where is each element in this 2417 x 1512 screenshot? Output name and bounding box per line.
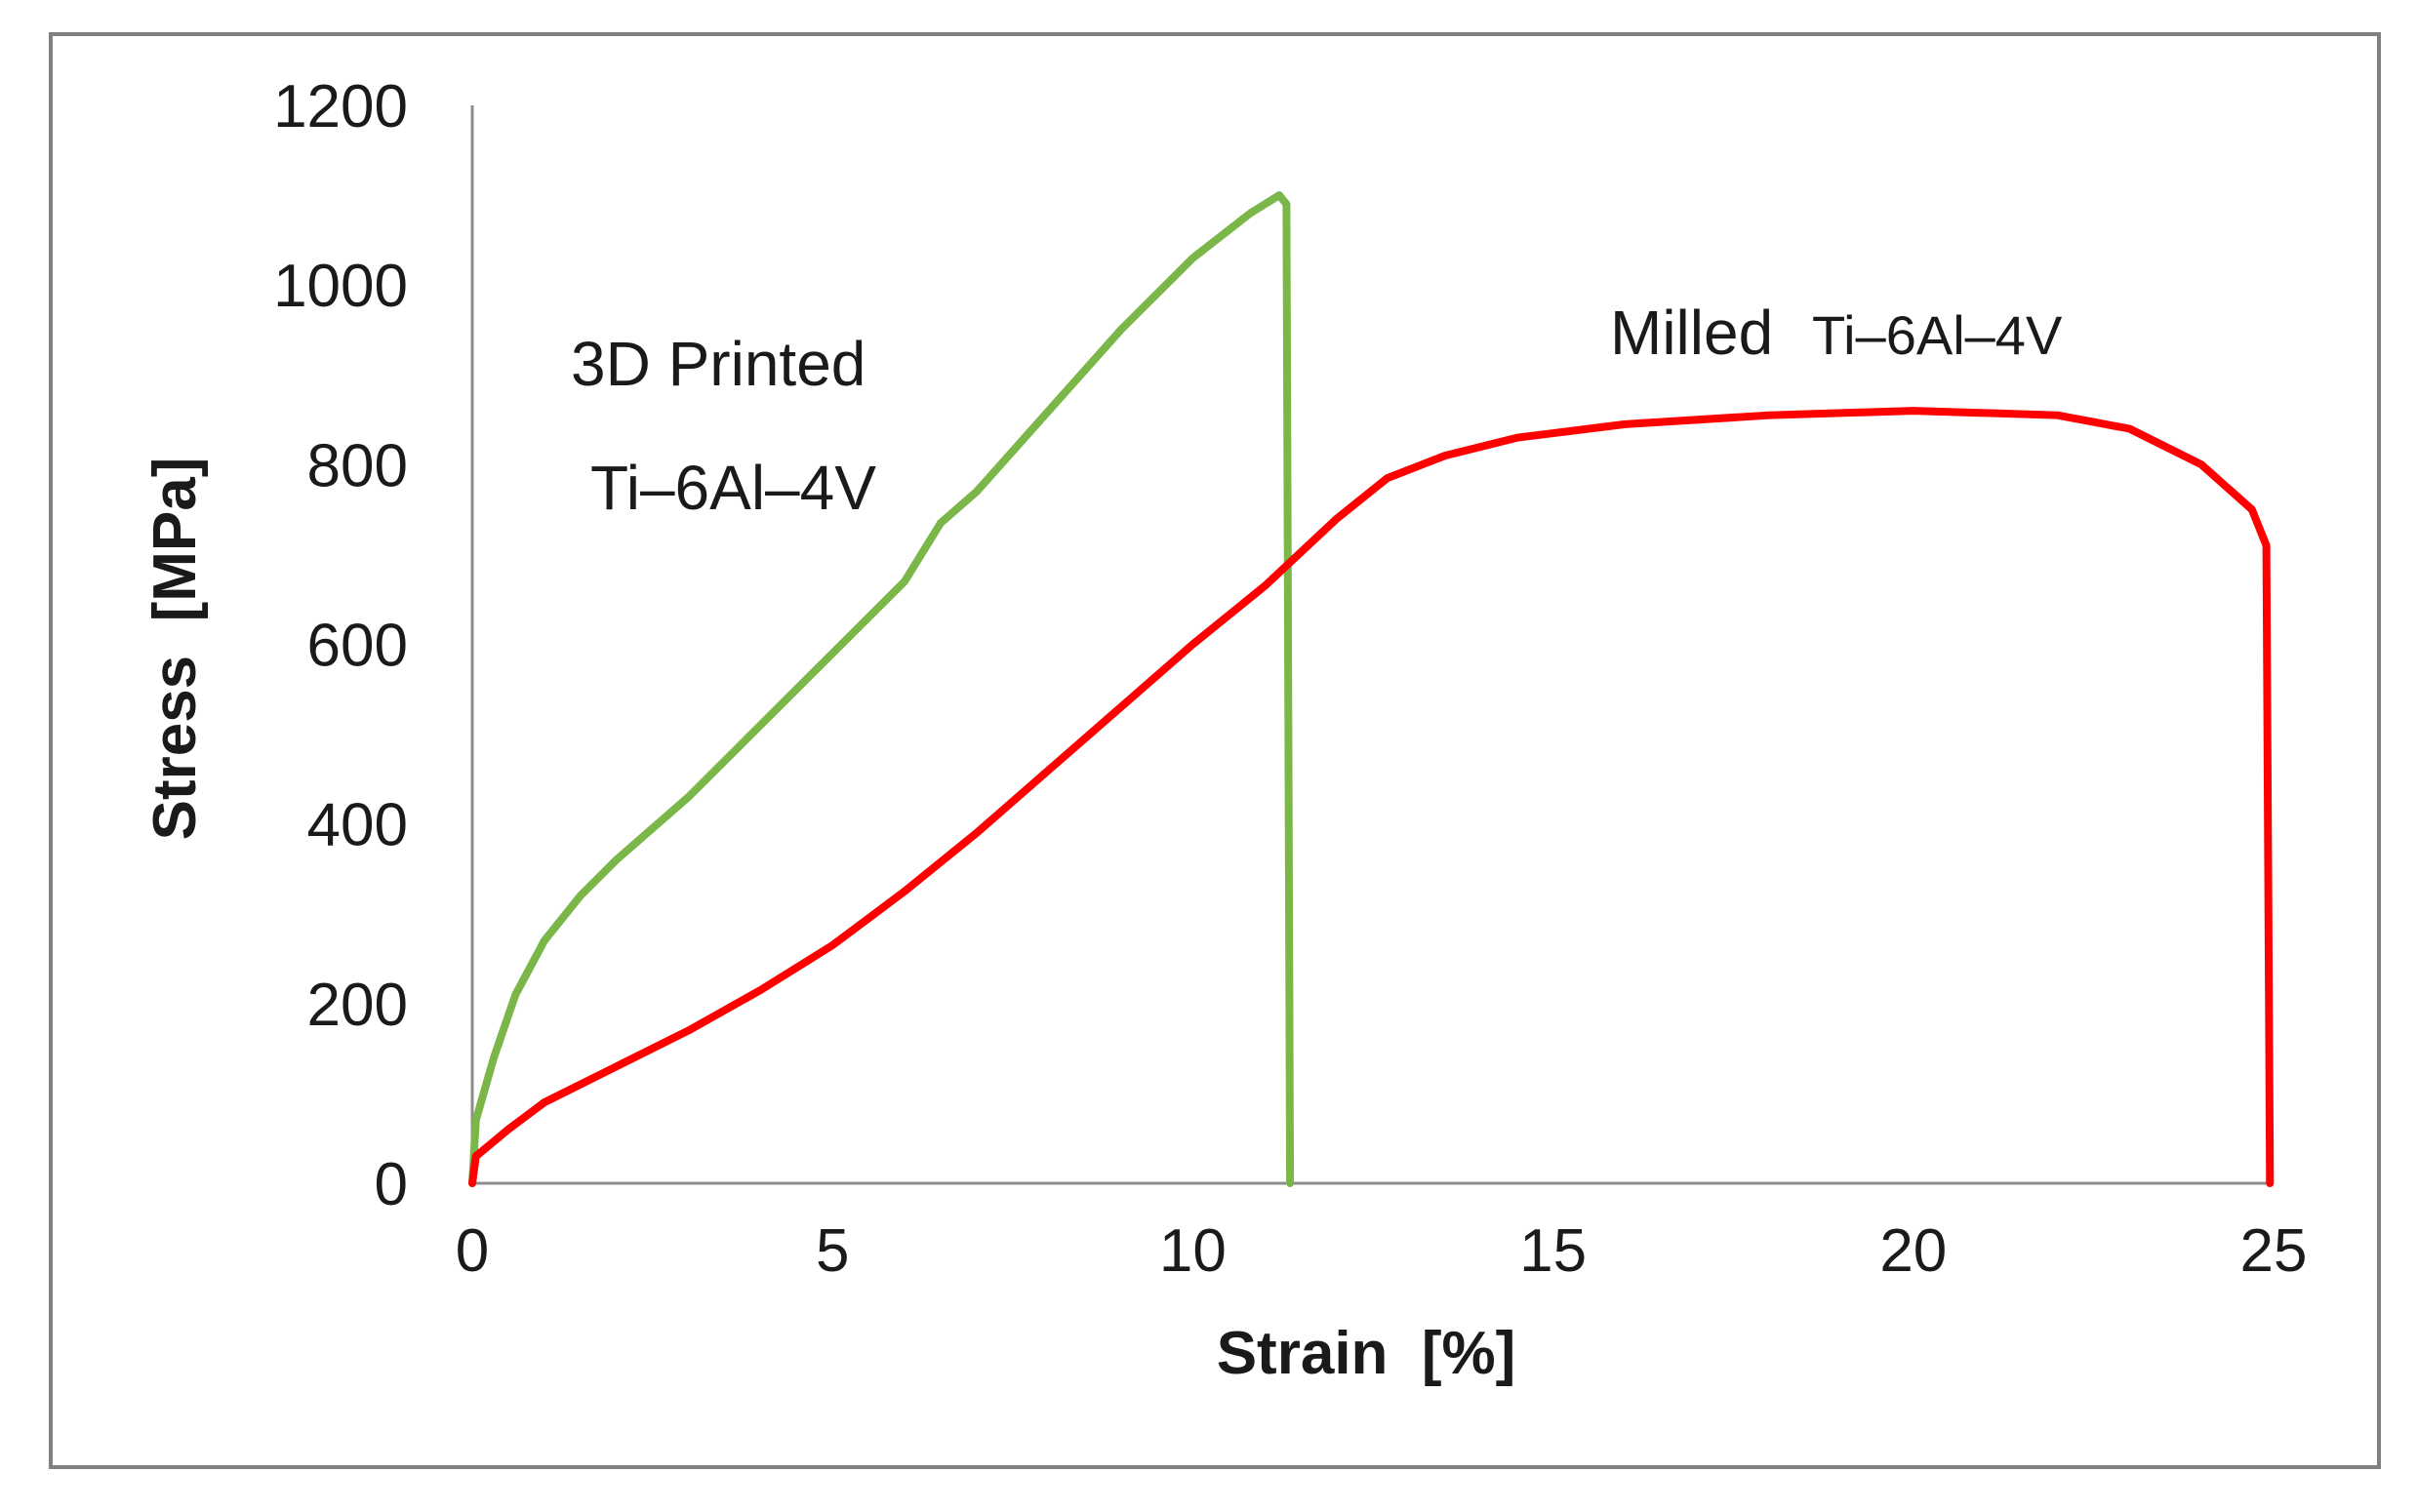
y-tick-label: 1000 bbox=[273, 253, 408, 320]
x-tick-label: 0 bbox=[456, 1217, 489, 1285]
series-line-3d-printed bbox=[468, 191, 1295, 1187]
y-tick-label: 200 bbox=[307, 972, 408, 1039]
y-tick-label: 600 bbox=[307, 613, 408, 680]
y-tick-label: 1200 bbox=[273, 73, 408, 140]
annotation-3d-printed-alloy: Ti–6Al–4V bbox=[590, 453, 876, 523]
y-tick-label: 0 bbox=[375, 1151, 408, 1218]
annotation-milled-alloy: Ti–6Al–4V bbox=[1812, 304, 2063, 366]
y-axis-title: Stress [MPa] bbox=[141, 458, 209, 841]
x-tick-label: 5 bbox=[816, 1217, 849, 1285]
y-tick-label: 400 bbox=[307, 792, 408, 859]
series-layer bbox=[468, 191, 2275, 1187]
y-tick-label: 800 bbox=[307, 432, 408, 499]
annotation-milled: Milled bbox=[1610, 298, 1773, 368]
x-tick-label: 15 bbox=[1519, 1217, 1587, 1285]
x-axis-title: Strain [%] bbox=[1217, 1320, 1516, 1387]
tick-labels: 0 5 10 15 20 25 0 200 400 600 800 1000 1200 bbox=[273, 73, 2307, 1285]
x-tick-label: 20 bbox=[1879, 1217, 1947, 1285]
chart-frame bbox=[49, 32, 2381, 1469]
annotation-3d-printed: 3D Printed bbox=[571, 329, 866, 399]
series-line-milled bbox=[468, 407, 2275, 1187]
x-tick-label: 10 bbox=[1159, 1217, 1227, 1285]
x-tick-label: 25 bbox=[2240, 1217, 2308, 1285]
axes bbox=[470, 105, 2274, 1185]
